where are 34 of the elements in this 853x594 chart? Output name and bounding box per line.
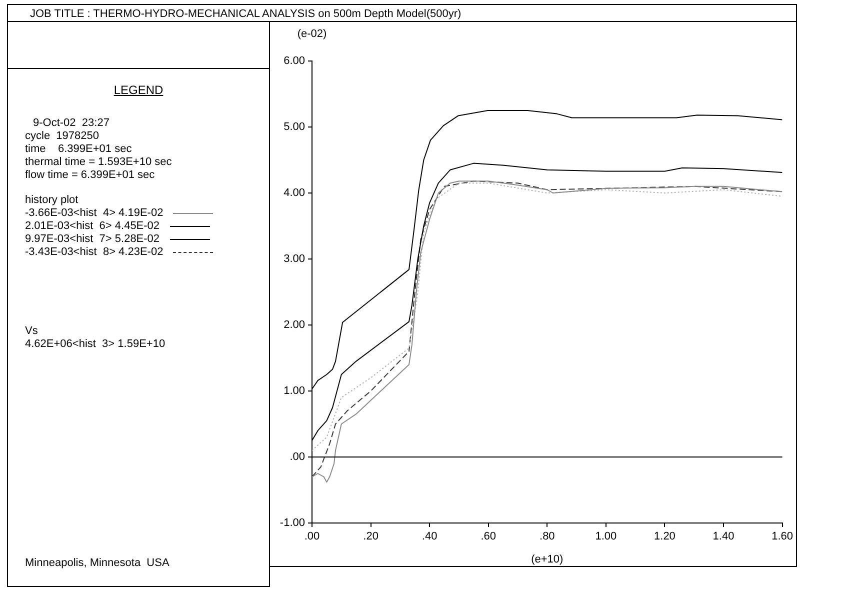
x-tick-label: 1.60 [772, 530, 794, 543]
legend-label: -3.43E-03<hist 8> 4.23E-02 [25, 246, 164, 259]
x-tick-label: .40 [422, 530, 438, 543]
legend-label: 2.01E-03<hist 6> 4.45E-02 [25, 220, 160, 233]
x-tick-label: 1.40 [712, 530, 734, 543]
y-tick-label: 1.00 [284, 385, 305, 398]
text: thermal time = 1.593E+10 sec [25, 156, 173, 169]
y-tick-label: 5.00 [284, 121, 305, 134]
x-tick-label: .00 [304, 530, 320, 543]
y-tick-label: 2.00 [284, 319, 305, 332]
y-axis-title: (e-02) [297, 28, 327, 40]
legend-title: history plot [24, 194, 80, 207]
x-tick-label: .60 [480, 530, 496, 543]
text: time 6.399E+01 sec [25, 143, 133, 156]
y-tick-label: 3.00 [284, 253, 305, 266]
text: flow time = 6.399E+01 sec [25, 169, 156, 182]
x-tick-label: .80 [540, 530, 555, 543]
chart-title: JOB TITLE : THERMO-HYDRO-MECHANICAL ANALYSIS on 500m Depth Model(500yr) [7, 4, 797, 22]
legend-label: 9.97E-03<hist 7> 5.28E-02 [25, 233, 160, 246]
x-tick-label: 1.00 [595, 530, 617, 543]
y-tick-label: -1.00 [280, 517, 305, 530]
text: LEGEND [112, 83, 164, 97]
text: Vs [25, 325, 39, 338]
y-tick-label: 6.00 [284, 55, 305, 68]
text: Minneapolis, Minnesota USA [25, 557, 170, 570]
text: 9-Oct-02 23:27 [32, 117, 110, 130]
legend-label: -3.66E-03<hist 4> 4.19E-02 [25, 207, 164, 220]
x-axis-title: (e+10) [531, 553, 564, 566]
text: cycle 1978250 [25, 130, 100, 143]
y-tick-label: .00 [290, 451, 305, 464]
x-tick-label: .20 [363, 530, 378, 543]
y-tick-label: 4.00 [284, 187, 305, 200]
x-tick-label: 1.20 [654, 530, 676, 543]
text: 4.62E+06<hist 3> 1.59E+10 [25, 338, 166, 351]
